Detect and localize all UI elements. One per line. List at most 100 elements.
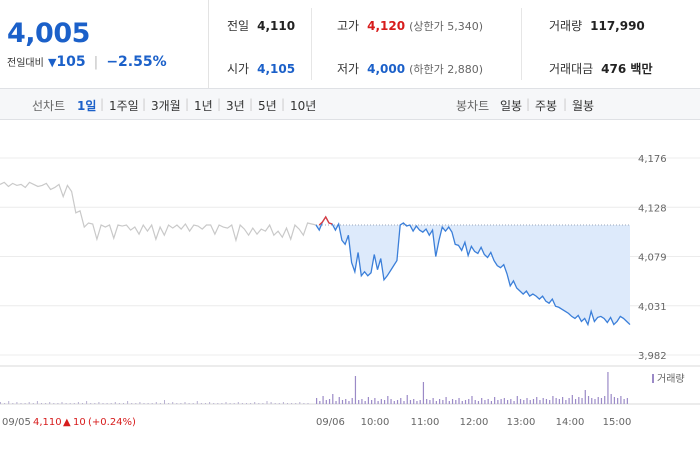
volume-bar xyxy=(237,402,239,404)
below-reference-fill xyxy=(316,225,630,325)
volume-bar xyxy=(519,399,522,404)
tab-1year[interactable]: 1년 xyxy=(194,99,213,113)
volume-bar xyxy=(143,403,145,404)
volume-bar xyxy=(86,401,88,404)
low-label: 저가 xyxy=(337,62,360,76)
volume-bar xyxy=(291,403,293,404)
volume-bar xyxy=(526,398,528,404)
volume-bar xyxy=(53,403,55,404)
volume-bar xyxy=(510,399,512,404)
volume-bar xyxy=(497,400,499,404)
tab-1day[interactable]: 1일 xyxy=(77,99,97,113)
volume-bar xyxy=(396,400,399,404)
volume-bar xyxy=(364,401,366,404)
x-tick-label: 12:00 xyxy=(460,417,489,428)
volume-bar xyxy=(221,403,223,404)
y-tick-label: 4,176 xyxy=(638,154,667,165)
volume-bar xyxy=(500,399,502,404)
volume-bar xyxy=(233,403,235,404)
volume-bar xyxy=(328,399,331,404)
volume-legend: 거래량 xyxy=(657,373,685,385)
volume-bar xyxy=(416,401,418,404)
volume-bar xyxy=(568,398,570,404)
volume-bar xyxy=(448,401,450,404)
volume-bar xyxy=(626,398,628,404)
volume-bar xyxy=(0,402,1,404)
volume-bar xyxy=(413,399,415,404)
tab-1week[interactable]: 1주일 xyxy=(109,99,139,113)
volume-bar xyxy=(348,401,350,404)
volume-bar xyxy=(196,401,198,404)
volume-bar xyxy=(380,399,382,404)
volume-bar xyxy=(574,399,577,404)
prev-day-change-pct: (+0.24%) xyxy=(88,417,136,428)
volume-bar xyxy=(24,403,26,404)
volume-bar xyxy=(383,400,386,404)
volume-bar xyxy=(594,399,596,404)
volume-bar xyxy=(532,399,535,404)
high-price: 고가 4,120 (상한가 5,340) xyxy=(337,17,483,34)
volume-bar xyxy=(98,402,100,404)
volume-bar xyxy=(393,401,395,404)
volume-bar xyxy=(620,396,622,404)
volume-bar xyxy=(406,395,408,404)
line-chart-label: 선차트 xyxy=(32,99,66,113)
volume-bar xyxy=(135,403,137,404)
prev-close-label: 전일 xyxy=(227,19,250,33)
volume-bar xyxy=(374,398,376,404)
volume-bar xyxy=(319,401,321,404)
volume-bar xyxy=(536,397,538,404)
volume-bar xyxy=(73,403,75,404)
tab-weekly-candle[interactable]: 주봉 xyxy=(535,99,558,113)
volume-bar xyxy=(241,403,243,404)
volume-bar xyxy=(591,398,593,404)
volume-bar xyxy=(481,398,483,404)
volume-bar xyxy=(513,401,515,404)
tab-3month[interactable]: 3개월 xyxy=(151,99,181,113)
low-price: 저가 4,000 (하한가 2,880) xyxy=(337,60,483,77)
divider: | xyxy=(563,97,568,111)
tab-10year[interactable]: 10년 xyxy=(290,99,317,113)
divider: | xyxy=(281,97,286,111)
tab-5year[interactable]: 5년 xyxy=(258,99,277,113)
volume-bar xyxy=(377,401,379,404)
tab-daily-candle[interactable]: 일봉 xyxy=(500,99,523,113)
volume-bar xyxy=(490,401,493,404)
volume-bar xyxy=(565,400,567,404)
volume-bar xyxy=(127,401,129,404)
volume-bar xyxy=(419,400,421,404)
volume-bar xyxy=(114,402,116,404)
volume-bar xyxy=(217,403,219,404)
volume-bar xyxy=(494,397,496,404)
volume-value: 117,990 xyxy=(590,19,645,33)
volume-bar xyxy=(351,398,353,404)
divider: | xyxy=(217,97,222,111)
volume-bar xyxy=(367,397,369,404)
candle-chart-label: 봉차트 xyxy=(456,99,490,113)
tab-monthly-candle[interactable]: 월봉 xyxy=(572,99,595,113)
volume-bar xyxy=(597,397,599,404)
y-tick-label: 4,079 xyxy=(638,253,667,264)
volume-bar xyxy=(325,400,327,404)
volume-bar xyxy=(159,403,161,404)
volume-bar xyxy=(28,402,30,404)
volume-bar xyxy=(516,396,518,404)
volume-bar xyxy=(192,403,194,404)
volume-bar xyxy=(168,403,170,404)
volume-bar xyxy=(455,400,457,404)
volume-bar xyxy=(229,403,231,404)
volume-bar xyxy=(335,401,337,404)
volume-bar xyxy=(341,400,344,404)
x-tick-label: 15:00 xyxy=(603,417,632,428)
change-row: 전일대비 ▼105 | −2.55% xyxy=(7,54,167,70)
divider: | xyxy=(93,55,99,70)
volume-bar xyxy=(552,396,554,404)
volume-bar xyxy=(435,401,437,404)
volume-bar xyxy=(270,402,272,404)
volume-bar xyxy=(118,403,120,404)
volume-bar xyxy=(274,403,276,404)
volume-bar xyxy=(545,399,548,404)
volume-bar xyxy=(77,402,79,404)
tab-3year[interactable]: 3년 xyxy=(226,99,245,113)
volume-bar xyxy=(82,403,83,404)
